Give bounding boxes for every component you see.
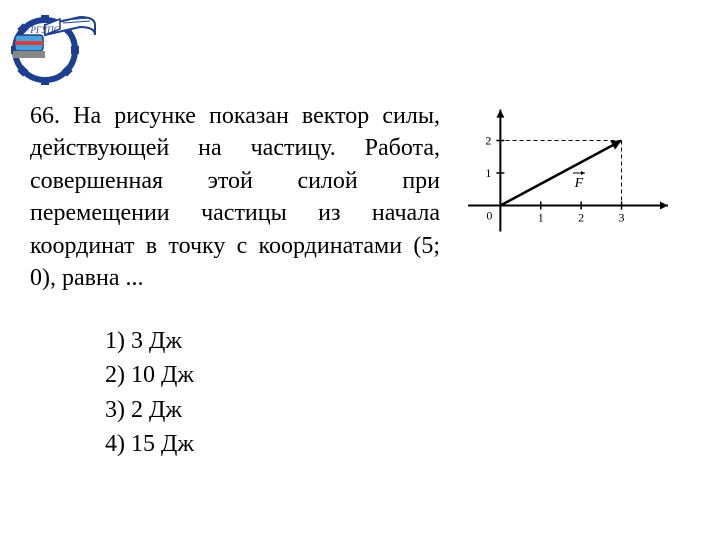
svg-text:x, Н: x, Н xyxy=(669,211,670,225)
option-2: 2) 10 Дж xyxy=(105,359,194,391)
question-row: 66. На рисунке показан вектор силы, дейс… xyxy=(30,100,700,294)
option-1: 1) 3 Дж xyxy=(105,325,194,357)
question-number: 66. xyxy=(30,103,60,129)
logo-text: РГУПС xyxy=(29,25,60,35)
svg-text:F: F xyxy=(574,176,584,191)
answer-options: 1) 3 Дж 2) 10 Дж 3) 2 Дж 4) 15 Дж xyxy=(105,325,194,463)
option-3: 3) 2 Дж xyxy=(105,394,194,426)
question-body: На рисунке показан вектор силы, действую… xyxy=(30,103,440,291)
svg-text:1: 1 xyxy=(538,211,544,225)
svg-text:2: 2 xyxy=(578,211,584,225)
svg-text:3: 3 xyxy=(619,211,625,225)
svg-text:2: 2 xyxy=(485,134,491,148)
force-vector-chart: 1 2 3 1 2 0 x, Н F xyxy=(440,100,670,294)
university-logo: РГУПС xyxy=(5,5,105,85)
option-4: 4) 15 Дж xyxy=(105,428,194,460)
svg-text:1: 1 xyxy=(485,166,491,180)
svg-text:0: 0 xyxy=(486,209,492,223)
question-text: 66. На рисунке показан вектор силы, дейс… xyxy=(30,100,440,294)
